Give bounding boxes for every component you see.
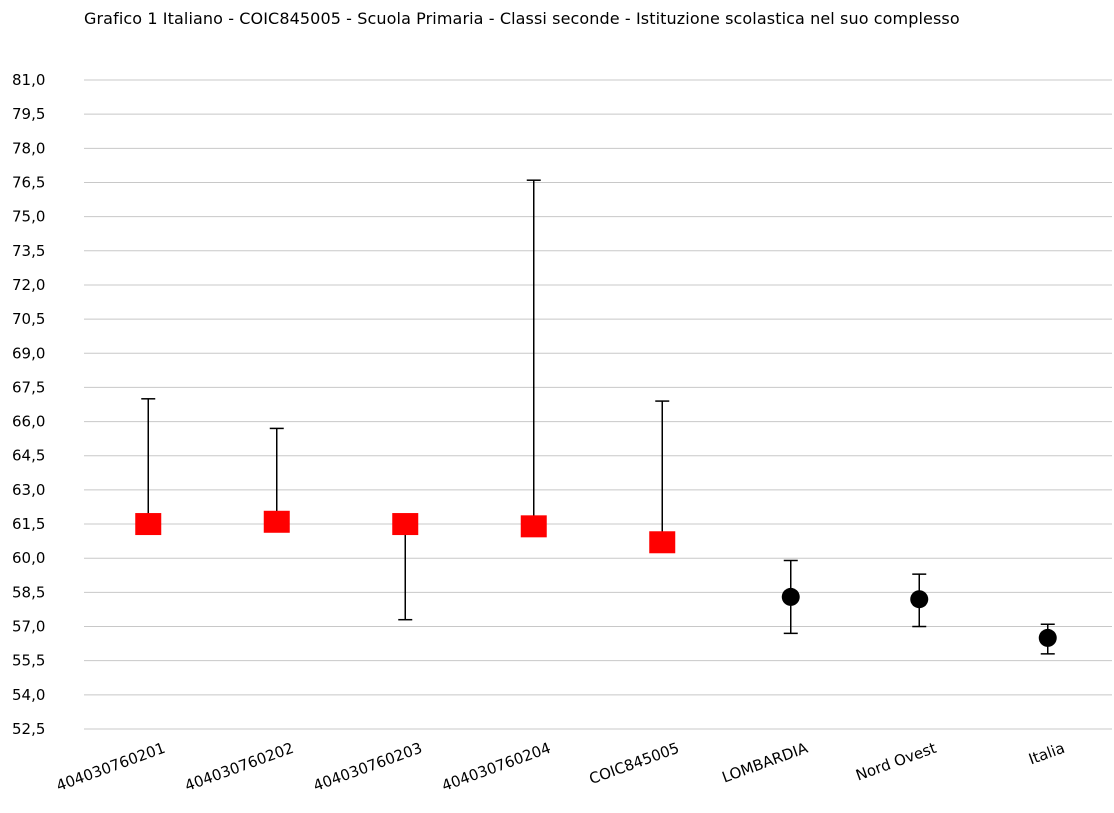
y-tick-label: 57,0: [12, 618, 45, 636]
y-axis-ticks: 81,0 79,5 78,0 76,5 75,0 73,5 72,0 70,5 69,0 67,5…: [12, 71, 45, 738]
y-tick-label: 61,5: [12, 515, 45, 533]
y-tick-label: 55,5: [12, 652, 45, 670]
y-tick-label: 52,5: [12, 720, 45, 738]
y-tick-label: 66,0: [12, 413, 45, 431]
x-tick-label: 404030760203: [311, 739, 425, 795]
gridlines: [84, 79, 1112, 730]
x-tick-label: 404030760202: [182, 739, 296, 795]
x-tick-label: 404030760204: [439, 739, 553, 795]
x-tick-label: LOMBARDIA: [720, 739, 811, 787]
y-tick-label: 58,5: [12, 583, 45, 601]
y-tick-label: 64,5: [12, 447, 45, 465]
circle-marker: [1038, 628, 1057, 647]
square-marker: [263, 510, 290, 533]
square-marker: [520, 515, 547, 538]
chart-title: Grafico 1 Italiano - COIC845005 - Scuola…: [84, 9, 960, 28]
y-tick-label: 70,5: [12, 310, 45, 328]
square-marker: [135, 513, 162, 536]
y-tick-label: 60,0: [12, 549, 45, 567]
x-tick-label: Italia: [1026, 739, 1067, 769]
y-tick-label: 63,0: [12, 481, 45, 499]
markers: [135, 510, 1057, 647]
y-tick-label: 67,5: [12, 378, 45, 396]
y-tick-label: 75,0: [12, 208, 45, 226]
circle-marker: [910, 590, 929, 609]
y-tick-label: 72,0: [12, 276, 45, 294]
y-tick-label: 79,5: [12, 105, 45, 123]
x-tick-label: Nord Ovest: [853, 739, 938, 785]
circle-marker: [781, 587, 800, 606]
y-tick-label: 54,0: [12, 686, 45, 704]
y-tick-label: 76,5: [12, 173, 45, 191]
square-marker: [392, 513, 419, 536]
y-tick-label: 69,0: [12, 344, 45, 362]
x-tick-label: 404030760201: [54, 739, 168, 795]
x-axis-ticks: 404030760201 404030760202 404030760203 4040…: [54, 739, 1067, 795]
square-marker: [649, 531, 676, 554]
y-tick-label: 78,0: [12, 139, 45, 157]
x-tick-label: COIC845005: [587, 739, 682, 788]
y-tick-label: 73,5: [12, 242, 45, 260]
y-tick-label: 81,0: [12, 71, 45, 89]
